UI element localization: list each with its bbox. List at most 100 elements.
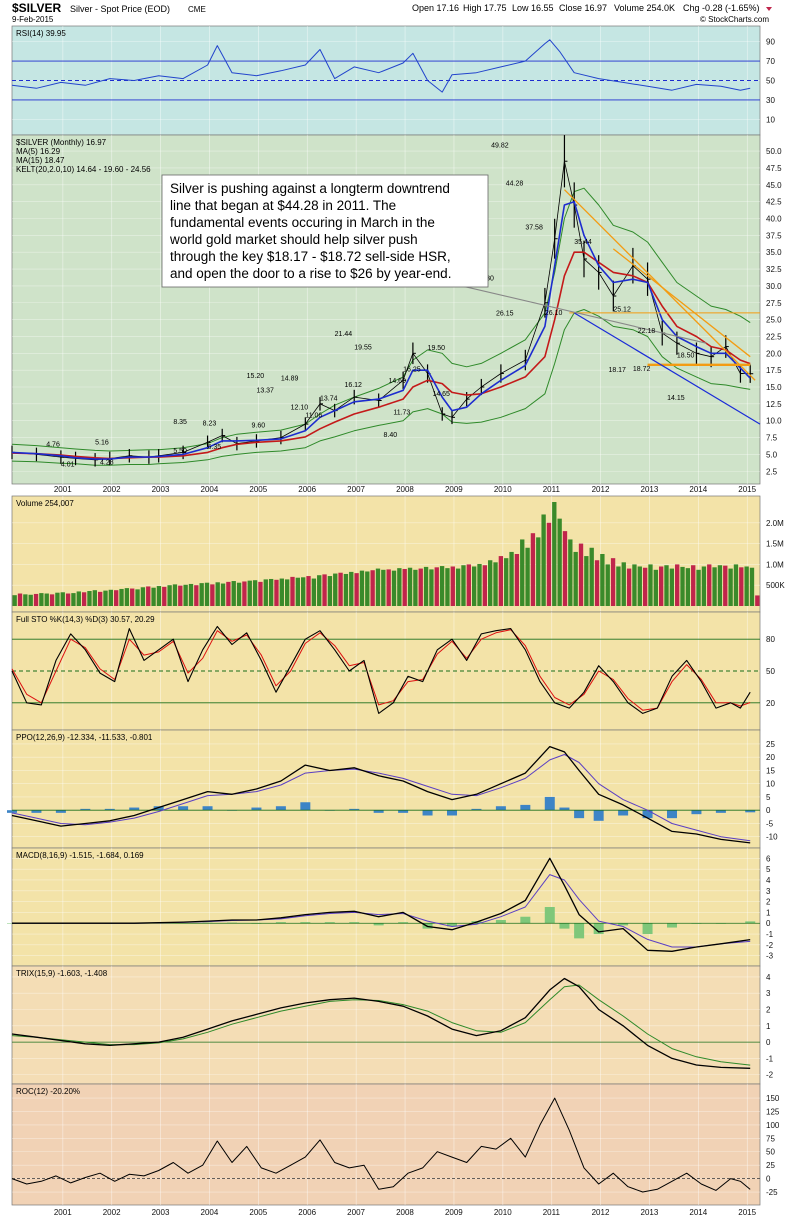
y-tick-label: 30 <box>766 96 775 105</box>
y-tick-label: 50 <box>766 77 775 86</box>
price-label: 19.50 <box>428 345 446 352</box>
volume-bar <box>226 581 231 606</box>
low-value: Low 16.55 <box>512 3 554 13</box>
price-label: 8.40 <box>384 432 398 439</box>
annotation-line: Silver is pushing against a longterm dow… <box>170 181 450 196</box>
y-tick-label: -5 <box>766 819 774 828</box>
volume-bar <box>268 578 274 606</box>
volume-bar <box>97 591 103 606</box>
histogram-bar <box>275 922 286 924</box>
price-label: 18.50 <box>677 352 695 359</box>
main-line <box>12 857 751 952</box>
price-label: 16.12 <box>344 382 362 389</box>
sto-k-line <box>11 625 751 714</box>
volume-bar <box>578 543 584 606</box>
histogram-bar <box>471 808 482 811</box>
volume-bar <box>600 554 605 606</box>
volume-bar <box>188 583 194 606</box>
annotation-box <box>161 174 489 288</box>
volume-bar <box>354 573 359 606</box>
price-label: 13.37 <box>256 387 274 394</box>
y-tick-label: 80 <box>766 635 775 644</box>
volume-bar <box>178 585 183 606</box>
volume-bar <box>610 558 616 606</box>
callout-pointer-line <box>461 285 707 344</box>
volume-bar <box>536 537 541 606</box>
histogram-bar <box>104 808 115 811</box>
volume-bar <box>231 581 236 606</box>
y-tick-label: 42.5 <box>766 198 782 207</box>
y-tick-label: -2 <box>766 1071 774 1080</box>
high-value: High 17.75 <box>463 3 507 13</box>
y-tick-label: 0 <box>766 1038 771 1047</box>
x-tick-label: 2002 <box>103 485 121 494</box>
panel-macd: 6 5 4 3 21 0 -1 -2 -3 MACD(8,16,9) -1.515, -1.684… <box>7 847 774 967</box>
y-tick-label: 4 <box>766 973 771 982</box>
volume-bar <box>242 581 247 606</box>
histogram-bar <box>593 810 604 821</box>
volume-bar <box>648 564 653 606</box>
volume-bar <box>573 551 578 606</box>
volume-bar <box>140 587 146 606</box>
change-value: Chg -0.28 (-1.65%) <box>683 3 760 13</box>
volume-bar <box>504 558 509 606</box>
y-tick-label: -1 <box>766 930 774 939</box>
volume-bar <box>114 590 119 606</box>
histogram-bar <box>559 807 570 811</box>
volume-bar <box>391 570 397 606</box>
volume-bar <box>637 566 642 606</box>
y-tick-label: 1 <box>766 1022 771 1031</box>
panel-roc: 150 125 100 75 50 25 0 -25 ROC(12) -20.20% 2001 20… <box>11 1083 780 1217</box>
x-tick-label: 2005 <box>249 485 267 494</box>
histogram-bar <box>55 810 66 813</box>
volume-bar <box>658 566 664 606</box>
y-tick-label: -2 <box>766 941 774 950</box>
x-tick-label: 2012 <box>592 1208 610 1217</box>
volume-bar <box>333 573 338 606</box>
y-tick-label: 2 <box>766 898 771 907</box>
y-tick-label: 0 <box>766 1175 771 1184</box>
price-label: 8.23 <box>203 420 217 427</box>
price-label: 49.82 <box>491 143 509 150</box>
y-tick-label: 6 <box>766 854 771 863</box>
down-arrow-icon <box>766 7 772 11</box>
volume-bar <box>498 556 504 606</box>
y-tick-label: 25 <box>766 1161 775 1170</box>
histogram-bar <box>495 919 506 924</box>
panel-background <box>11 729 761 849</box>
x-tick-label: 2010 <box>494 485 512 494</box>
y-tick-label: 2.5 <box>766 467 778 476</box>
price-label: 19.55 <box>354 344 372 351</box>
y-tick-label: 10 <box>766 115 775 124</box>
y-tick-label: 70 <box>766 57 775 66</box>
volume-bar <box>76 591 81 606</box>
y-tick-label: 0 <box>766 806 771 815</box>
histogram-bar <box>520 804 531 811</box>
annotation-callout: Silver is pushing against a longterm dow… <box>161 174 489 288</box>
volume-bar <box>103 590 108 606</box>
histogram-bar <box>80 808 91 811</box>
y-tick-label: 75 <box>766 1134 775 1143</box>
volume-bar <box>135 589 140 606</box>
histogram-bar <box>422 810 433 816</box>
volume-bar <box>119 588 124 606</box>
x-tick-label: 2002 <box>103 1208 121 1217</box>
price-label: 12.10 <box>291 404 309 411</box>
volume-bar <box>407 567 413 606</box>
signal-line <box>11 754 751 842</box>
x-tick-label: 2013 <box>641 485 659 494</box>
volume-bar <box>685 568 691 606</box>
volume-bar <box>322 574 327 606</box>
volume-bar <box>397 568 402 606</box>
x-tick-label: 2015 <box>738 1208 756 1217</box>
volume-bar <box>49 594 55 606</box>
x-tick-label: 2004 <box>201 485 219 494</box>
histogram-bar <box>300 922 311 924</box>
histogram-bar <box>324 922 335 924</box>
volume-bar <box>172 584 178 606</box>
histogram-bar <box>398 810 409 813</box>
volume-bar <box>418 568 423 606</box>
y-tick-label: 3 <box>766 887 771 896</box>
annotation-line: line that began at $44.28 in 2011. The <box>170 198 396 213</box>
